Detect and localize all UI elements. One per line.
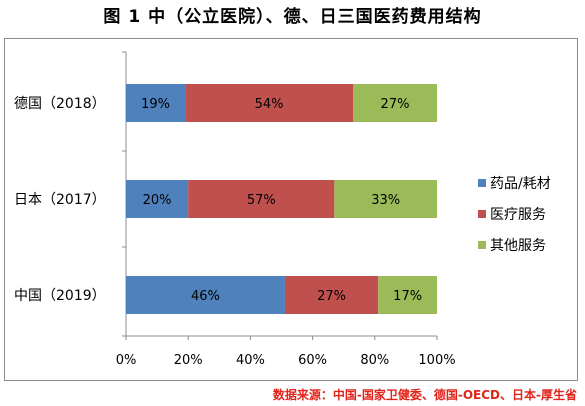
data-label: 33% [371, 193, 400, 208]
x-tick-label: 0% [116, 353, 137, 368]
data-label: 27% [381, 97, 410, 112]
bar-segment [126, 84, 186, 122]
legend-swatch-other [478, 241, 486, 249]
x-tick-label: 60% [298, 353, 327, 368]
bar-segment [126, 180, 189, 218]
legend-item-other: 其他服务 [478, 235, 551, 255]
legend-swatch-drugs [478, 179, 486, 187]
data-label: 57% [247, 193, 276, 208]
legend-label-medical: 医疗服务 [490, 207, 546, 223]
data-label: 19% [141, 97, 170, 112]
data-label: 46% [191, 289, 220, 304]
bar-segment [334, 180, 437, 218]
category-label: 日本（2017） [14, 192, 106, 208]
data-label: 20% [143, 193, 172, 208]
data-source-note: 数据来源：中国-国家卫健委、德国-OECD、日本-厚生省 [272, 388, 577, 402]
bar-segment [188, 180, 335, 218]
x-tick-label: 100% [418, 353, 455, 368]
bar-segment [378, 276, 437, 314]
bar-segment [284, 276, 379, 314]
legend-item-drugs: 药品/耗材 [478, 173, 551, 193]
bar-segment [353, 84, 437, 122]
category-label: 德国（2018） [14, 96, 106, 112]
legend-label-drugs: 药品/耗材 [490, 176, 551, 192]
x-tick-label: 40% [236, 353, 265, 368]
legend-swatch-medical [478, 210, 486, 218]
category-label: 中国（2019） [14, 288, 106, 304]
data-label: 17% [393, 289, 422, 304]
legend-label-other: 其他服务 [490, 238, 546, 254]
bar-segment [126, 276, 285, 314]
legend: 药品/耗材 医疗服务 其他服务 [478, 173, 551, 266]
bar-segment [185, 84, 354, 122]
data-label: 54% [255, 97, 284, 112]
chart-title: 图 1 中（公立医院）、德、日三国医药费用结构 [103, 7, 482, 27]
x-tick-label: 80% [360, 353, 389, 368]
legend-item-medical: 医疗服务 [478, 204, 551, 224]
x-tick-label: 20% [174, 353, 203, 368]
data-label: 27% [317, 289, 346, 304]
